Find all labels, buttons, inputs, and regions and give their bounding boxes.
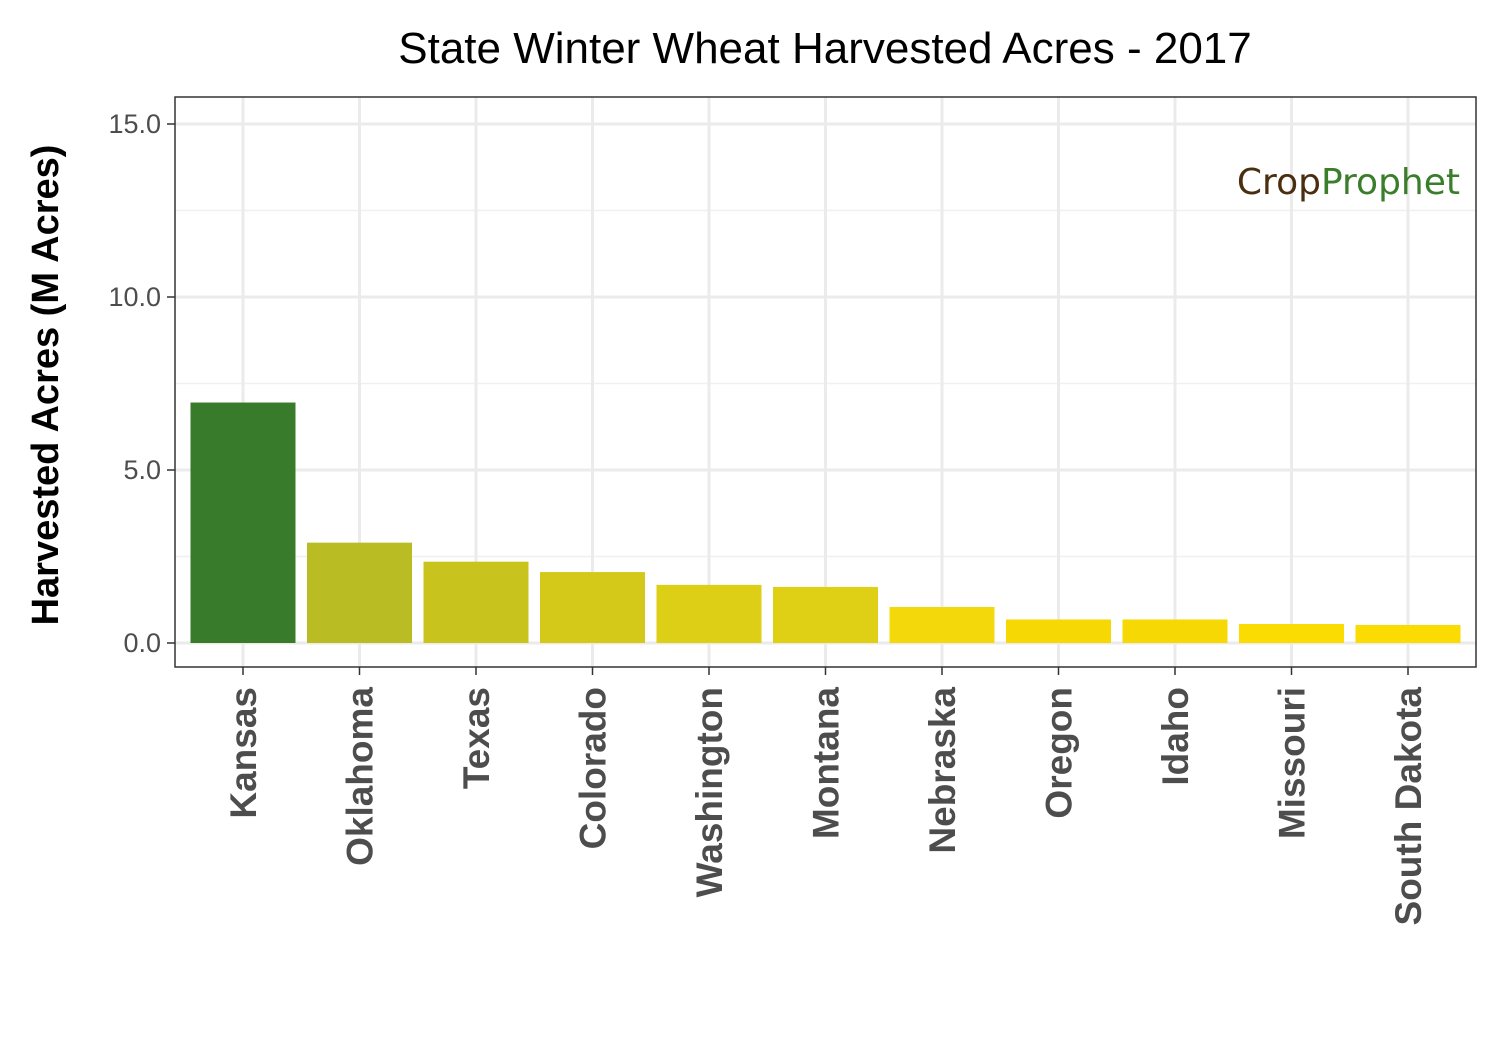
x-tick-label: Kansas (223, 687, 264, 819)
x-tick-label: Colorado (573, 687, 614, 849)
bar-nebraska (889, 607, 995, 643)
x-tick-label: Oregon (1039, 687, 1080, 819)
x-tick-label: Missouri (1272, 687, 1313, 839)
y-axis-ticks: 0.0 5.0 10.0 15.0 (108, 109, 175, 658)
svg-text:CropProphet: CropProphet (1237, 162, 1460, 203)
bar-idaho (1122, 619, 1228, 643)
bar-missouri (1239, 623, 1344, 643)
x-tick-label: Washington (689, 687, 730, 897)
cropprophet-logo: CropProphet (1237, 162, 1460, 203)
bar-washington (656, 584, 762, 643)
logo-prophet-text: Prophet (1321, 162, 1460, 203)
bar-oklahoma (307, 542, 412, 643)
bar-oregon (1006, 619, 1111, 643)
x-tick-label: Idaho (1155, 687, 1196, 786)
y-axis-label: Harvested Acres (M Acres) (25, 145, 67, 626)
y-tick-label: 0.0 (123, 628, 161, 658)
x-tick-label: Oklahoma (340, 687, 381, 866)
bars (190, 402, 1461, 643)
x-tick-label: Montana (806, 687, 847, 840)
y-tick-label: 15.0 (108, 109, 161, 139)
x-tick-label: South Dakota (1388, 687, 1429, 926)
y-tick-label: 10.0 (108, 282, 161, 312)
y-tick-label: 5.0 (123, 455, 161, 485)
logo-crop-text: Crop (1237, 162, 1321, 203)
x-tick-label: Texas (456, 687, 497, 789)
chart-title: State Winter Wheat Harvested Acres - 201… (398, 24, 1252, 73)
bar-texas (423, 561, 529, 643)
bar-colorado (540, 572, 645, 643)
x-axis-ticks: Kansas Oklahoma Texas Colorado Washington Mon… (223, 667, 1429, 925)
x-tick-label: Nebraska (922, 687, 963, 854)
bar-south-dakota (1355, 625, 1461, 643)
bar-kansas (190, 402, 296, 643)
bar-montana (773, 586, 878, 643)
